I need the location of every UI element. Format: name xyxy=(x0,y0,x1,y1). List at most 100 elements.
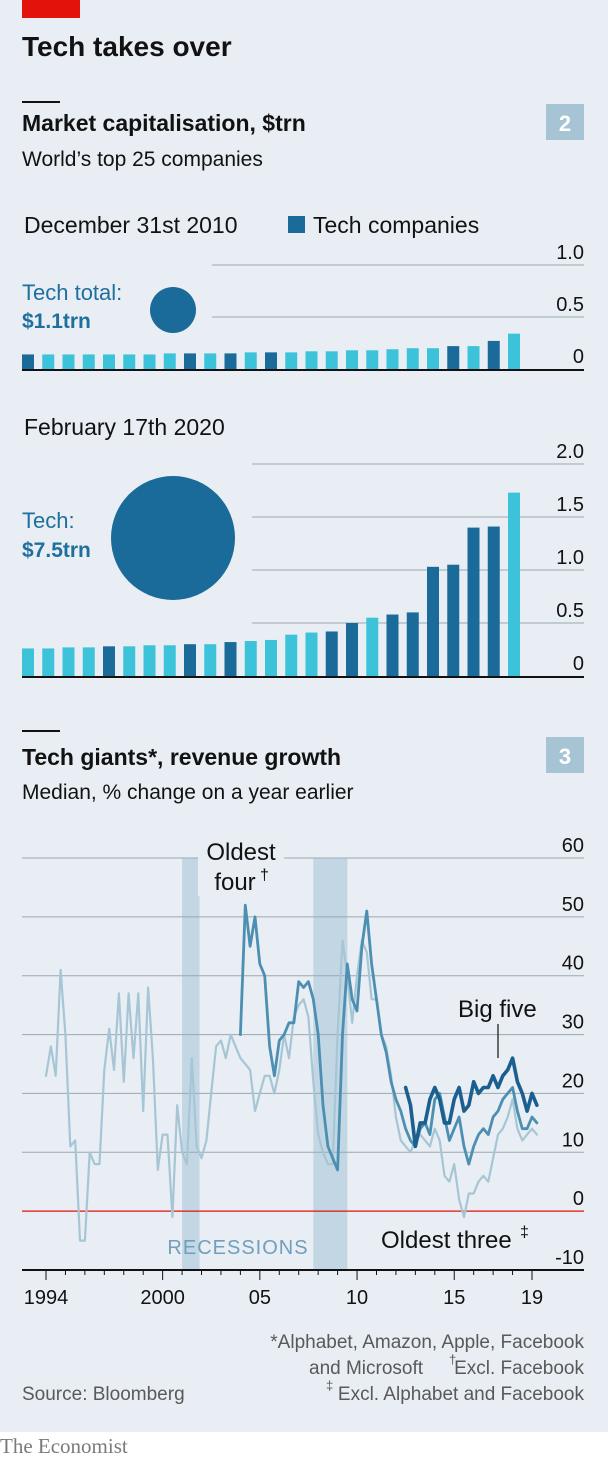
bar xyxy=(346,623,358,676)
bar xyxy=(224,642,237,676)
series-oldest-four-line xyxy=(238,903,539,1172)
label-oldest-four-line1: Oldest xyxy=(206,839,276,866)
panel-2010-total-circle xyxy=(150,287,196,333)
y-tick-label: 0.5 xyxy=(556,600,584,622)
page-title: Tech takes over xyxy=(22,31,232,62)
y-tick-label: 50 xyxy=(562,894,584,916)
panel-2020-title: February 17th 2020 xyxy=(24,414,225,440)
panel-2020-total-circle xyxy=(111,476,235,600)
bar xyxy=(467,527,480,676)
bar xyxy=(42,354,55,369)
footnote-line1: *Alphabet, Amazon, Apple, Facebook xyxy=(270,1332,584,1353)
series-big-five-line xyxy=(403,1056,539,1149)
bar xyxy=(508,333,520,369)
bar xyxy=(265,352,277,369)
label-oldest-four-mark: † xyxy=(260,867,269,884)
chart3-subtitle: Median, % change on a year earlier xyxy=(22,781,354,804)
bar xyxy=(346,350,358,369)
bar xyxy=(305,632,318,676)
source-note: Source: Bloomberg xyxy=(22,1384,185,1405)
chart2-subtitle: World’s top 25 companies xyxy=(22,148,263,171)
y-tick-label: 20 xyxy=(562,1070,584,1092)
bar xyxy=(82,354,95,369)
y-tick-label: 0 xyxy=(573,653,584,675)
y-tick-label: 1.0 xyxy=(556,547,584,569)
chart2-title: Market capitalisation, $trn xyxy=(22,110,306,136)
footnote-line3: Excl. Alphabet and Facebook xyxy=(338,1384,585,1405)
y-tick-label: 40 xyxy=(562,953,584,975)
bar xyxy=(62,647,75,676)
label-big-five: Big five xyxy=(458,996,537,1023)
bar xyxy=(285,634,298,676)
bar xyxy=(386,614,399,676)
bar xyxy=(427,348,439,369)
panel-2020-total-value: $7.5trn xyxy=(22,539,91,562)
x-tick-label: 10 xyxy=(346,1287,368,1309)
y-tick-label: 1.5 xyxy=(556,494,584,516)
line-chart-y-tick-labels: 60 50 40 30 20 10 0 -10 xyxy=(555,835,584,1269)
bar xyxy=(184,353,196,369)
bar xyxy=(265,639,277,676)
footnote-line2b: Excl. Facebook xyxy=(454,1358,584,1379)
x-tick-label: 05 xyxy=(249,1287,271,1309)
bar xyxy=(82,647,95,676)
chart3-title: Tech giants*, revenue growth xyxy=(22,744,341,770)
legend-tech-swatch xyxy=(288,216,305,233)
panel-2010-tick-labels: 1.0 0.5 0 xyxy=(556,242,584,368)
footnote-line2b-mark: † xyxy=(449,1352,456,1367)
bar xyxy=(123,646,136,676)
bar xyxy=(467,346,480,369)
footer-strip xyxy=(0,1432,608,1460)
bar xyxy=(487,526,500,676)
bar xyxy=(447,346,460,369)
y-tick-label: 0.5 xyxy=(556,294,584,316)
panel-2020-tick-labels: 2.0 1.5 1.0 0.5 0 xyxy=(556,441,584,675)
series-oldest-three-line xyxy=(44,939,539,1242)
chart3-number: 3 xyxy=(559,744,571,769)
bar xyxy=(163,353,176,369)
x-tick-label: 19 xyxy=(521,1287,543,1309)
bar xyxy=(62,354,75,369)
label-oldest-four-line2: four xyxy=(214,869,255,896)
line-chart-x-ticks: 1994 2000 05 10 15 19 xyxy=(24,1270,543,1309)
bar xyxy=(204,644,217,676)
x-tick-label: 2000 xyxy=(140,1287,185,1309)
chart3-number-badge xyxy=(546,737,584,773)
y-tick-label: 2.0 xyxy=(556,441,584,463)
bar xyxy=(204,353,217,369)
y-tick-label: 0 xyxy=(573,346,584,368)
footnote-line2: and Microsoft xyxy=(309,1358,424,1379)
bar xyxy=(427,566,439,676)
panel-2010-total-label: Tech total: xyxy=(22,280,122,305)
bar xyxy=(406,612,419,676)
y-tick-label: 10 xyxy=(562,1129,584,1151)
panel-2010-bars xyxy=(22,333,520,369)
bar xyxy=(143,645,156,676)
bar xyxy=(325,351,338,369)
brand-accent-bar xyxy=(22,0,80,18)
line-chart-gridlines xyxy=(22,857,584,1271)
bar xyxy=(22,648,34,676)
oldest-four-label-bg xyxy=(198,838,284,896)
y-tick-label: -10 xyxy=(555,1247,584,1269)
bar xyxy=(123,354,136,369)
recessions-label: RECESSIONS xyxy=(167,1237,308,1259)
bar xyxy=(244,352,257,369)
legend-tech-label: Tech companies xyxy=(313,212,479,238)
bar xyxy=(487,340,500,369)
y-tick-label: 1.0 xyxy=(556,242,584,264)
bar xyxy=(508,492,520,676)
y-tick-label: 30 xyxy=(562,1012,584,1034)
label-oldest-three-mark: ‡ xyxy=(520,1224,529,1241)
panel-2020-total-label: Tech: xyxy=(22,508,75,533)
x-tick-label: 15 xyxy=(443,1287,465,1309)
chart2-number-badge xyxy=(546,104,584,140)
panel-2010-total-value: $1.1trn xyxy=(22,310,91,333)
bar xyxy=(143,354,156,369)
bar xyxy=(366,617,379,676)
bar xyxy=(325,631,338,676)
bar xyxy=(22,354,34,369)
bar xyxy=(386,349,399,369)
